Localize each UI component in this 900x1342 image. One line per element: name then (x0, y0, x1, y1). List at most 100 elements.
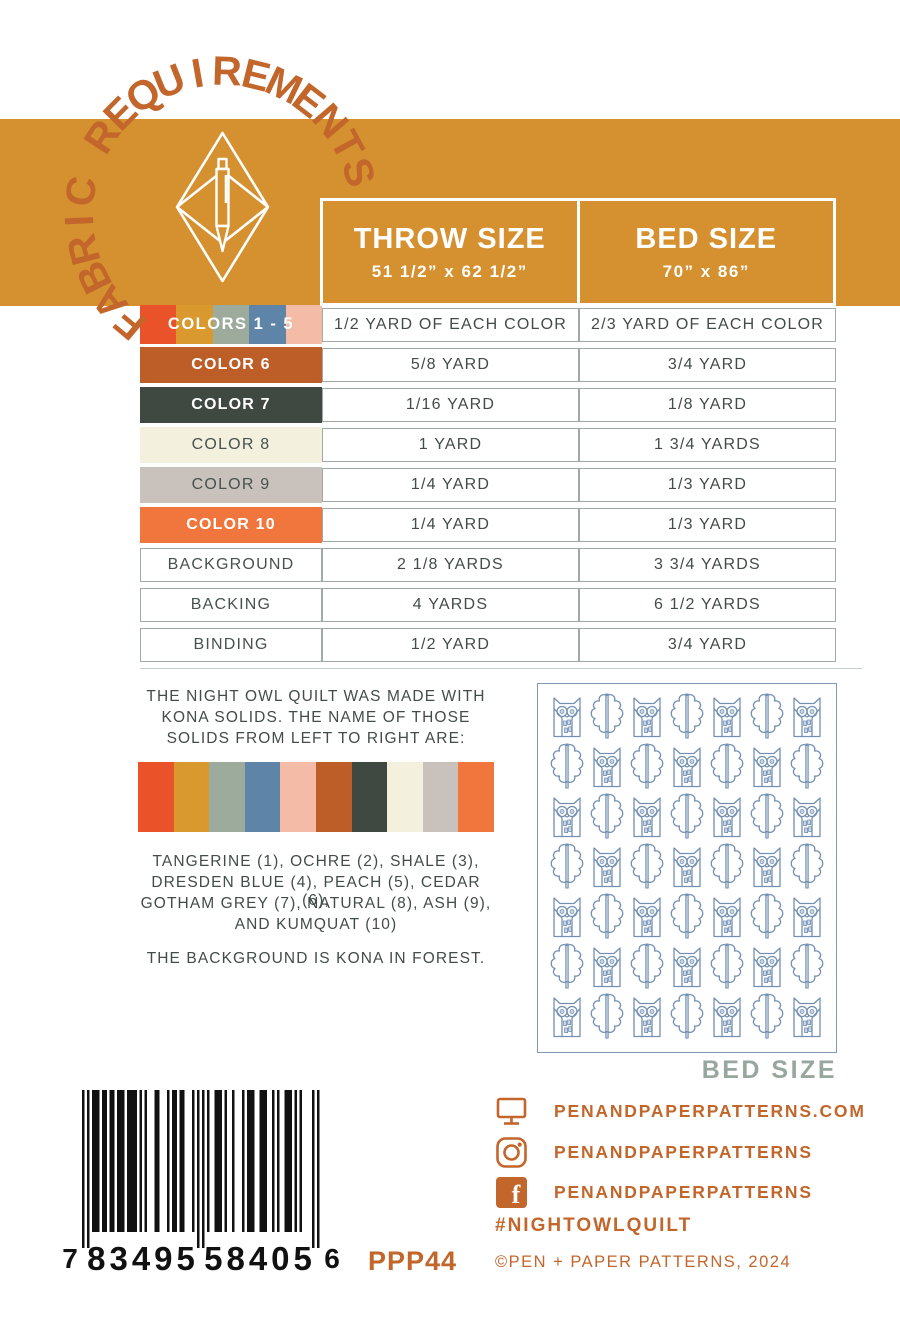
table-value-cell-bed: 1/8 YARD (579, 388, 836, 422)
quilt-leaf-block (590, 993, 624, 1039)
kona-note-line: THE NIGHT OWL QUILT WAS MADE WITH (146, 688, 486, 705)
quilt-leaf-block (710, 743, 744, 789)
color-swatch-5 (285, 305, 323, 344)
barcode-bar (299, 1090, 302, 1232)
table-label-cell: BACKGROUND (140, 548, 322, 582)
facebook-handle: PENANDPAPERPATTERNS (554, 1181, 813, 1202)
table-label-cell: COLORS 1 - 5 (140, 305, 323, 344)
quilt-owl-block (673, 847, 701, 888)
barcode-digit: 6 (324, 1243, 340, 1274)
barcode-bar (317, 1090, 320, 1248)
barcode-bar (117, 1090, 125, 1232)
quilt-leaf-block (750, 993, 784, 1039)
quilt-leaf-block (750, 693, 784, 739)
quilt-owl-block (713, 997, 741, 1038)
quilt-owl-block (713, 697, 741, 738)
quilt-owl-block (793, 997, 821, 1038)
table-value-cell-throw: 1/2 YARD OF EACH COLOR (322, 308, 579, 342)
quilt-leaf-block (630, 943, 664, 989)
table-value-cell-throw: 1/4 YARD (322, 508, 579, 542)
quilt-owl-block (553, 797, 581, 838)
quilt-leaf-block (750, 793, 784, 839)
palette-swatch-natural (387, 762, 423, 832)
solid-names-line: DRESDEN BLUE (4), PEACH (5), CEDAR (6), (151, 874, 481, 909)
quilt-owl-block (553, 697, 581, 738)
palette-swatch-ash (422, 762, 459, 832)
quilt-leaf-block (590, 893, 624, 939)
barcode-bar (179, 1090, 185, 1232)
table-value-cell-bed: 1 3/4 YARDS (579, 428, 836, 462)
solid-names-line: GOTHAM GREY (7), NATURAL (8), ASH (9), (140, 895, 492, 912)
quilt-leaf-block (550, 743, 584, 789)
barcode-bar (82, 1090, 85, 1248)
table-value-cell-bed: 3 3/4 YARDS (579, 548, 836, 582)
facebook-row: f PENANDPAPERPATTERNS (495, 1175, 813, 1209)
table-value-cell-throw: 1 YARD (322, 428, 579, 462)
website-url: PENANDPAPERPATTERNS.COM (554, 1100, 866, 1121)
barcode-bar (312, 1090, 315, 1248)
color-swatch-2 (176, 305, 213, 344)
barcode-digit: 7 (62, 1243, 78, 1274)
quilt-leaf-block (630, 743, 664, 789)
color-swatch-1 (140, 305, 177, 344)
table-value-cell-throw: 2 1/8 YARDS (322, 548, 579, 582)
table-label-cell: COLOR 9 (140, 467, 322, 503)
quilt-leaf-block (670, 793, 704, 839)
solid-names-line: AND KUMQUAT (10) (234, 916, 398, 933)
throw-size-header: THROW SIZE 51 1/2” x 62 1/2” (323, 201, 580, 303)
quilt-leaf-block (670, 693, 704, 739)
quilt-owl-block (793, 697, 821, 738)
quilt-owl-block (713, 797, 741, 838)
table-value-cell-throw: 5/8 YARD (322, 348, 579, 382)
table-value-cell-bed: 2/3 YARD OF EACH COLOR (579, 308, 836, 342)
quilt-owl-block (633, 897, 661, 938)
table-bottom-rule (140, 668, 862, 669)
quilt-caption: BED SIZE (701, 1056, 837, 1084)
barcode-bar (102, 1090, 107, 1232)
svg-text:f: f (512, 1180, 521, 1209)
palette-swatch-shale (209, 762, 245, 832)
barcode-bar (144, 1090, 147, 1232)
barcode-bar (127, 1090, 137, 1232)
table-label-cell: COLOR 7 (140, 387, 322, 423)
palette-swatch-gotham-grey (351, 762, 388, 832)
facebook-icon: f (496, 1176, 527, 1209)
quilt-diagram (537, 683, 837, 1053)
upc-barcode: 7 83495 58405 6 (62, 1090, 340, 1277)
table-label-cell: COLOR 6 (140, 347, 322, 383)
quilt-leaf-block (790, 943, 824, 989)
instagram-handle: PENANDPAPERPATTERNS (554, 1141, 813, 1162)
quilt-leaf-block (550, 843, 584, 889)
quilt-leaf-block (750, 893, 784, 939)
barcode-bar (202, 1090, 205, 1248)
barcode-bar (192, 1090, 195, 1232)
quilt-owl-block (633, 797, 661, 838)
quilt-owl-block (753, 847, 781, 888)
quilt-owl-block (553, 997, 581, 1038)
barcode-bar (224, 1090, 227, 1232)
barcode-bar (109, 1090, 115, 1232)
palette-swatch-tangerine (138, 762, 174, 832)
table-label-cell: BINDING (140, 628, 322, 662)
barcode-bar (284, 1090, 292, 1232)
quilt-owl-block (673, 947, 701, 988)
barcode-digits-group: 83495 (87, 1240, 199, 1277)
quilt-leaf-block (710, 943, 744, 989)
website-row: PENANDPAPERPATTERNS.COM (495, 1094, 866, 1128)
quilt-owl-block (793, 897, 821, 938)
kona-note-line: KONA SOLIDS. THE NAME OF THOSE (161, 709, 471, 726)
copyright: ©PEN + PAPER PATTERNS, 2024 (495, 1253, 792, 1271)
table-value-cell-throw: 1/2 YARD (322, 628, 579, 662)
palette-swatch-peach (280, 762, 316, 832)
quilt-owl-block (633, 697, 661, 738)
barcode-bar (207, 1090, 210, 1232)
barcode-bar (242, 1090, 245, 1232)
quilt-owl-block (593, 747, 621, 788)
barcode-bar (232, 1090, 235, 1232)
quilt-leaf-block (550, 943, 584, 989)
fabric-requirements-table: COLORS 1 - 5 1/2 YARD OF EACH COLOR 2/3 YA… (140, 305, 836, 662)
barcode-bar (197, 1090, 200, 1248)
throw-size-title: THROW SIZE (353, 222, 546, 255)
palette-swatch-cedar (315, 762, 352, 832)
solid-names-line: TANGERINE (1), OCHRE (2), SHALE (3), (152, 853, 480, 870)
